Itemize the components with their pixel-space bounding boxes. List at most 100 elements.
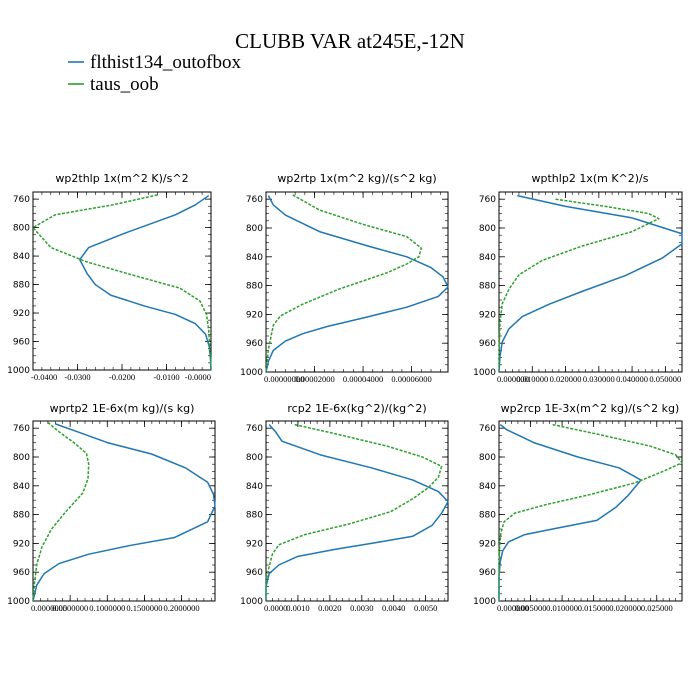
series-line-taus-oob — [32, 421, 90, 602]
y-tick-label: 800 — [13, 224, 30, 234]
y-tick-label: 800 — [479, 453, 496, 463]
y-tick-label: 760 — [13, 424, 30, 434]
y-tick-label: 920 — [13, 309, 30, 319]
x-tick-label: 0.010000 — [516, 374, 548, 384]
y-tick-label: 920 — [479, 310, 496, 320]
series-line-taus-oob — [498, 423, 683, 601]
y-tick-label: 960 — [246, 568, 263, 578]
y-tick-label: 1000 — [473, 368, 496, 378]
panel-title: wpthlp2 1x(m K^2)/s — [532, 172, 649, 185]
x-tick-label: -0.0400 — [31, 372, 57, 382]
panel-wprtp2: wprtp2 1E-6x(m kg)/(s kg) 760 800 840 880 92… — [7, 402, 216, 613]
y-tick-label: 1000 — [473, 597, 496, 607]
series-line-taus-oob — [498, 198, 660, 373]
y-tick-label: 840 — [13, 482, 30, 492]
y-tick-label: 760 — [479, 424, 496, 434]
y-tick-label: 1000 — [7, 597, 30, 607]
legend-label-taus-oob: taus_oob — [90, 74, 159, 95]
series-line-flthist134 — [78, 194, 212, 371]
x-tick-label: 0.040000 — [616, 374, 648, 384]
x-tick-label: 0.2000000 — [164, 603, 200, 613]
x-tick-label: 0.0500000 — [52, 603, 88, 613]
y-tick-label: 880 — [246, 282, 263, 292]
y-tick-label: 840 — [479, 482, 496, 492]
y-tick-label: 960 — [246, 339, 263, 349]
panel-wp2rcp: wp2rcp 1E-3x(m^2 kg)/(s^2 kg) 760 800 840 8… — [473, 402, 683, 613]
x-tick-label: 0.020000 — [550, 374, 582, 384]
y-tick-label: 800 — [246, 224, 263, 234]
x-tick-label: -0.0100 — [153, 372, 179, 382]
y-tick-label: 800 — [13, 453, 30, 463]
panel-title: rcp2 1E-6x(kg^2)/(kg^2) — [287, 402, 426, 415]
y-tick-label: 840 — [13, 252, 30, 262]
panel-wpthlp2: wpthlp2 1x(m K^2)/s 760 800 840 880 920 960 10… — [473, 172, 683, 384]
x-tick-label: 0.0000000 — [31, 603, 67, 613]
y-tick-label: 840 — [246, 482, 263, 492]
x-tick-label: 0.050000 — [649, 374, 681, 384]
y-tick-label: 960 — [13, 568, 30, 578]
y-tick-label: 960 — [479, 568, 496, 578]
x-tick-label: -0.0300 — [64, 372, 90, 382]
series-line-flthist134 — [32, 423, 216, 602]
y-tick-label: 920 — [13, 539, 30, 549]
panel-title: wp2rtp 1x(m^2 kg)/(s^2 kg) — [277, 172, 436, 185]
series-line-flthist134 — [498, 424, 642, 601]
x-tick-label: -0.0200 — [109, 372, 135, 382]
x-tick-label: 0.000000 — [497, 374, 529, 384]
y-tick-label: 760 — [13, 195, 30, 205]
panel-wp2thlp: wp2thlp 1x(m^2 K)/s^2 760 800 840 880 920 960… — [7, 172, 212, 382]
y-tick-label: 760 — [246, 195, 263, 205]
y-tick-label: 760 — [479, 195, 496, 205]
x-tick-label: 0.00000000 — [264, 374, 304, 384]
series-line-taus-oob — [265, 423, 443, 601]
plot-frame — [32, 191, 212, 371]
x-tick-label: 0.00006000 — [391, 374, 431, 384]
series-line-flthist134 — [265, 424, 449, 601]
x-tick-label: 0.015000 — [578, 603, 610, 613]
x-tick-label: -0.0000 — [185, 372, 211, 382]
x-tick-label: 0.0010 — [286, 603, 309, 613]
x-tick-label: 0.1000000 — [89, 603, 125, 613]
y-tick-label: 880 — [479, 511, 496, 521]
panel-title: wprtp2 1E-6x(m kg)/(s kg) — [50, 402, 195, 415]
plot-frame — [265, 191, 449, 373]
x-tick-label: 0.010000 — [546, 603, 578, 613]
figure-title: CLUBB VAR at245E,-12N — [235, 29, 465, 53]
y-tick-label: 1000 — [240, 597, 263, 607]
x-tick-label: 0.0030 — [350, 603, 373, 613]
y-tick-label: 920 — [246, 310, 263, 320]
panel-title: wp2rcp 1E-3x(m^2 kg)/(s^2 kg) — [501, 402, 680, 415]
y-tick-label: 880 — [246, 511, 263, 521]
y-tick-label: 760 — [246, 424, 263, 434]
x-tick-label: 0.1500000 — [126, 603, 162, 613]
x-tick-label: 0.030000 — [583, 374, 615, 384]
x-tick-label: 0.0040 — [382, 603, 405, 613]
x-tick-label: 0.025000 — [641, 603, 673, 613]
series-line-taus-oob — [32, 194, 212, 371]
y-tick-label: 880 — [13, 511, 30, 521]
y-tick-label: 880 — [479, 282, 496, 292]
y-tick-label: 800 — [479, 224, 496, 234]
figure-legend: flthist134_outofbox taus_oob — [68, 52, 241, 95]
x-tick-label: 0.020000 — [609, 603, 641, 613]
legend-label-flthist134: flthist134_outofbox — [90, 52, 241, 73]
panel-wp2rtp: wp2rtp 1x(m^2 kg)/(s^2 kg) 760 800 840 880 9… — [240, 172, 449, 384]
x-tick-label: 0.00004000 — [343, 374, 383, 384]
panel-rcp2: rcp2 1E-6x(kg^2)/(kg^2) 760 800 840 880 920 9… — [240, 402, 449, 613]
panel-title: wp2thlp 1x(m^2 K)/s^2 — [55, 172, 188, 185]
y-tick-label: 960 — [13, 338, 30, 348]
x-tick-label: 0.0000 — [264, 603, 287, 613]
y-tick-label: 920 — [246, 539, 263, 549]
y-tick-label: 840 — [246, 253, 263, 263]
x-tick-label: 0.005000 — [515, 603, 547, 613]
series-line-flthist134 — [265, 195, 449, 373]
series-line-taus-oob — [265, 194, 423, 373]
plot-frame — [498, 191, 683, 373]
y-tick-label: 840 — [479, 253, 496, 263]
y-tick-label: 920 — [479, 539, 496, 549]
y-tick-label: 1000 — [7, 366, 30, 376]
y-tick-label: 960 — [479, 339, 496, 349]
y-tick-label: 800 — [246, 453, 263, 463]
plot-frame — [265, 420, 449, 602]
